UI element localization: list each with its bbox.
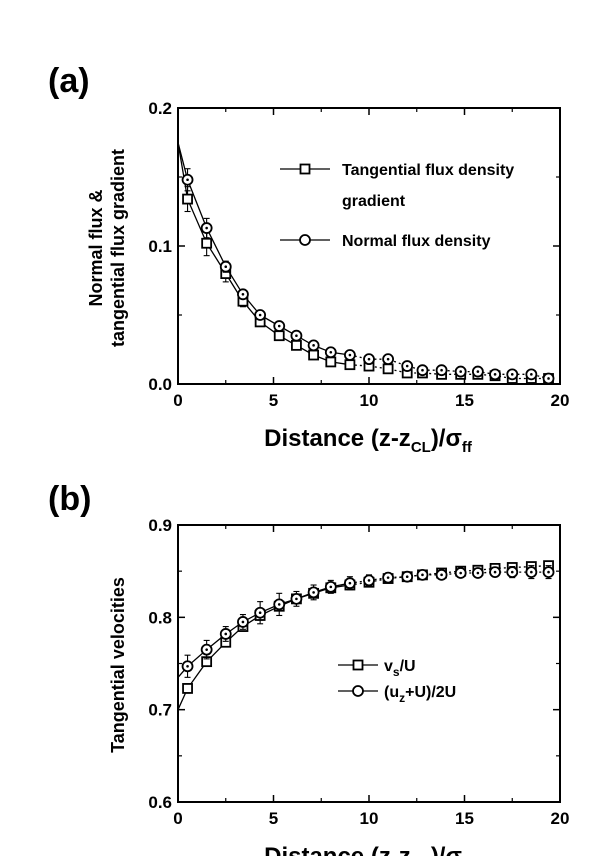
panel-a: (a) Normal flux & tangential flux gradie… bbox=[48, 62, 569, 456]
panel-a-series-1-point-dot bbox=[367, 357, 371, 361]
panel-b-series-1-point-dot bbox=[530, 570, 533, 574]
panel-a-series-1-point-dot bbox=[258, 313, 262, 317]
panel-b-series-1-point-dot bbox=[510, 570, 514, 574]
panel-a-series-1-point-dot bbox=[241, 293, 245, 296]
legend-a-square-label-line2: gradient bbox=[342, 193, 406, 210]
panel-a-series-1-point-dot bbox=[295, 334, 298, 338]
panel-a-series-1-point-dot bbox=[329, 350, 333, 354]
legend-a-circle-label: Normal flux density bbox=[342, 233, 491, 250]
panel-a-series-1-point-dot bbox=[224, 265, 228, 269]
panel-a-series-0-point bbox=[325, 356, 337, 368]
panel-a-series-1-point-dot bbox=[421, 368, 424, 372]
legend-b-square-label: vs/U bbox=[384, 658, 416, 679]
panel-b-xtick-label: 10 bbox=[360, 809, 379, 828]
panel-a-legend: Tangential flux density gradient Normal … bbox=[280, 162, 514, 250]
panel-b-series-1-point-dot bbox=[312, 591, 315, 594]
panel-a-letter: (a) bbox=[48, 62, 90, 100]
panel-b-series-1-point-dot bbox=[440, 573, 443, 577]
panel-a-series-0-point bbox=[201, 237, 213, 249]
panel-a-series-1-point-dot bbox=[386, 357, 390, 361]
panel-b-series-0-line-dotted bbox=[349, 564, 549, 586]
legend-a-circle-marker bbox=[299, 234, 311, 246]
panel-a-series-1-point-dot bbox=[277, 324, 281, 328]
panel-b: (b) Tangential velocities Distance (z-zC… bbox=[48, 480, 569, 861]
panel-a-series-1-point-dot bbox=[547, 377, 550, 380]
panel-a-ytick-label: 0.2 bbox=[148, 99, 172, 118]
legend-a-square-marker bbox=[299, 163, 311, 175]
panel-b-ytick-label: 0.6 bbox=[148, 793, 172, 812]
panel-b-letter: (b) bbox=[48, 480, 91, 518]
panel-b-plot: 0 5 10 15 20 0.6 0.7 0.8 0.9 bbox=[148, 516, 569, 828]
panel-b-series-1-point-dot bbox=[421, 573, 424, 577]
panel-a-ytick-label: 0.1 bbox=[148, 237, 172, 256]
panel-a-series-1-point-dot bbox=[493, 373, 497, 376]
panel-b-xtick-label: 20 bbox=[551, 809, 570, 828]
legend-b-circle-marker bbox=[352, 685, 364, 697]
panel-b-ytick-label: 0.7 bbox=[148, 701, 172, 720]
panel-b-series-1-line-dotted bbox=[349, 571, 549, 584]
panel-a-xtick-label: 10 bbox=[360, 391, 379, 410]
panel-b-ylabel: Tangential velocities bbox=[108, 577, 128, 753]
legend-b-square-marker bbox=[352, 659, 364, 671]
panel-a-series-1-point-dot bbox=[348, 353, 352, 357]
panel-a-series-0-line-dotted bbox=[349, 364, 549, 380]
panel-a-xtick-label: 0 bbox=[173, 391, 182, 410]
panel-b-series-1-point-dot bbox=[329, 585, 333, 589]
panel-b-series-1-point-dot bbox=[258, 611, 262, 615]
panel-b-ytick-label: 0.9 bbox=[148, 516, 172, 535]
panel-a-series-0-point bbox=[382, 363, 394, 375]
panel-b-legend: vs/U (uz+U)/2U bbox=[338, 658, 456, 705]
panel-b-xtick-label: 0 bbox=[173, 809, 182, 828]
panel-b-series-1-point-dot bbox=[295, 597, 298, 601]
panel-b-series-1-point-dot bbox=[367, 579, 371, 582]
panel-b-series-1-point-dot bbox=[459, 571, 462, 575]
panel-a-plot: 0 5 10 15 20 0.0 0.1 0.2 bbox=[148, 99, 569, 410]
panel-a-xtick-label: 15 bbox=[455, 391, 474, 410]
panel-b-xtick-label: 5 bbox=[269, 809, 278, 828]
panel-a-series-1-point-dot bbox=[405, 364, 409, 368]
legend-a-square-label: Tangential flux density bbox=[342, 162, 514, 179]
panel-a-xtick-label: 5 bbox=[269, 391, 278, 410]
panel-a-series-1-point-dot bbox=[440, 368, 443, 372]
panel-a-series-0-point bbox=[344, 359, 356, 371]
panel-b-series-1-point-dot bbox=[224, 632, 228, 636]
panel-a-series-1-point-dot bbox=[476, 370, 480, 373]
panel-b-frame bbox=[177, 524, 561, 803]
panel-b-series-1-point-dot bbox=[348, 581, 352, 585]
panel-a-series-1-point-dot bbox=[186, 178, 189, 182]
panel-a-ylabel-line2: tangential flux gradient bbox=[108, 149, 128, 347]
panel-a-series-1-point-dot bbox=[510, 373, 514, 376]
panel-b-series-1-point-dot bbox=[241, 620, 245, 624]
panel-a-series-1-point-dot bbox=[459, 370, 462, 373]
panel-a-series-0-line bbox=[177, 142, 350, 366]
panel-b-series-0-point bbox=[182, 683, 193, 694]
panel-a-series-0-point bbox=[273, 330, 285, 342]
panel-b-series-1-point-dot bbox=[205, 648, 208, 651]
panel-b-xtick-label: 15 bbox=[455, 809, 474, 828]
panel-a-ylabel-line1: Normal flux & bbox=[86, 189, 106, 306]
panel-b-series-1-point-dot bbox=[476, 571, 480, 575]
panel-b-series-1-point-dot bbox=[186, 664, 189, 668]
legend-b-circle-label: (uz+U)/2U bbox=[384, 684, 456, 705]
panel-a-series-1-point-dot bbox=[205, 226, 208, 230]
panel-a-xlabel-sub2: ff bbox=[462, 439, 473, 456]
panel-a-series-0-point bbox=[308, 349, 320, 361]
panel-b-ytick-label: 0.8 bbox=[148, 608, 172, 627]
panel-a-series-1-point-dot bbox=[312, 344, 315, 347]
panel-a-series-1-line-dotted bbox=[349, 354, 549, 380]
panel-b-series-1-point-dot bbox=[277, 603, 281, 606]
panel-b-series-1-point-dot bbox=[386, 576, 390, 579]
panel-b-series-1-point-dot bbox=[493, 570, 497, 574]
panel-a-series-0-point bbox=[291, 339, 302, 351]
panel-b-series-1-point-dot bbox=[405, 575, 409, 579]
panel-a-series-0-point bbox=[182, 193, 193, 205]
panel-a-ytick-label: 0.0 bbox=[148, 375, 172, 394]
panel-a-xtick-label: 20 bbox=[551, 391, 570, 410]
panel-a-xlabel: Distance (z-zCL)/σff bbox=[264, 425, 473, 456]
panel-b-series-1-point-dot bbox=[547, 570, 550, 574]
panel-a-series-1-point-dot bbox=[530, 373, 533, 376]
panel-b-xlabel: Distance (z-zCL)/σff bbox=[264, 843, 473, 856]
panel-a-xlabel-sub: CL bbox=[411, 439, 431, 456]
